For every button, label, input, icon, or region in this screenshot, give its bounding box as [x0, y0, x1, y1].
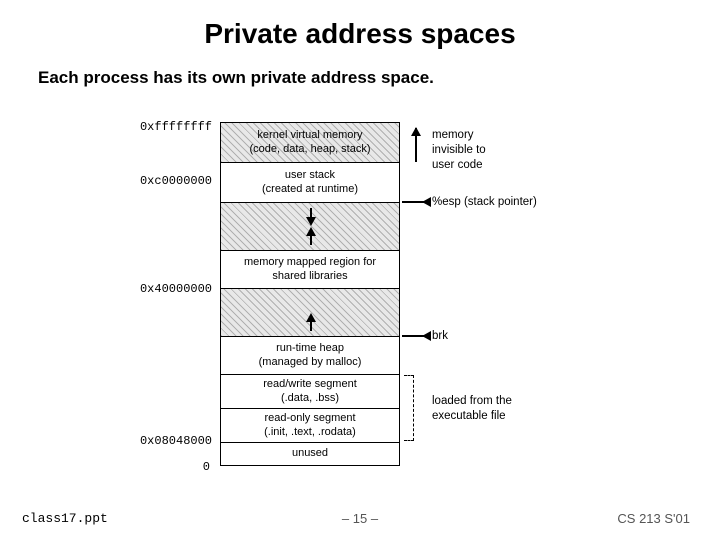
- seg-stack-l1: user stack: [285, 169, 335, 183]
- footer-page-number: – 15 –: [0, 511, 720, 526]
- note-mem-invisible-l3: user code: [432, 159, 483, 171]
- note-mem-invisible-l1: memory: [432, 129, 474, 141]
- note-loaded-l1: loaded from the: [432, 395, 512, 407]
- note-loaded-l2: executable file: [432, 410, 506, 422]
- arrow-stack-grows-down-icon: [306, 217, 316, 226]
- seg-rw-l1: read/write segment: [263, 378, 357, 392]
- seg-read-only: read-only segment (.init, .text, .rodata…: [220, 408, 400, 442]
- note-mem-invisible: memory invisible to user code: [432, 128, 486, 173]
- seg-ro-l2: (.init, .text, .rodata): [264, 426, 356, 440]
- seg-kernel: kernel virtual memory (code, data, heap,…: [220, 122, 400, 162]
- addr-zero: 0: [180, 460, 210, 474]
- arrow-mem-invisible-icon: [415, 128, 417, 162]
- seg-rw-l2: (.data, .bss): [281, 392, 339, 406]
- segment-column: kernel virtual memory (code, data, heap,…: [220, 122, 400, 466]
- seg-user-stack: user stack (created at runtime): [220, 162, 400, 202]
- seg-heap-l1: run-time heap: [276, 342, 344, 356]
- subtitle: Each process has its own private address…: [0, 50, 720, 98]
- seg-unused-l1: unused: [292, 447, 328, 461]
- addr-kernel-base: 0xc0000000: [112, 174, 212, 188]
- seg-libs-l2: shared libraries: [272, 270, 347, 284]
- arrow-heap-grows-up-icon: [306, 313, 316, 322]
- seg-shared-libs: memory mapped region for shared librarie…: [220, 250, 400, 288]
- seg-stack-l2: (created at runtime): [262, 183, 358, 197]
- note-brk: brk: [432, 329, 448, 344]
- footer-course: CS 213 S'01: [617, 511, 690, 526]
- addr-libs-base: 0x40000000: [112, 282, 212, 296]
- page-title: Private address spaces: [0, 0, 720, 50]
- seg-gap1: [220, 202, 400, 250]
- addr-text-base: 0x08048000: [112, 434, 212, 448]
- seg-gap2: [220, 288, 400, 336]
- addr-top: 0xffffffff: [112, 120, 212, 134]
- arrow-libs-grows-up-icon: [306, 227, 316, 236]
- brace-loaded-icon: [404, 375, 414, 441]
- arrow-esp-icon: [402, 201, 430, 203]
- note-mem-invisible-l2: invisible to: [432, 144, 486, 156]
- arrow-brk-icon: [402, 335, 430, 337]
- seg-read-write: read/write segment (.data, .bss): [220, 374, 400, 408]
- seg-ro-l1: read-only segment: [264, 412, 355, 426]
- seg-kernel-l1: kernel virtual memory: [257, 129, 362, 143]
- seg-kernel-l2: (code, data, heap, stack): [249, 143, 370, 157]
- seg-unused: unused: [220, 442, 400, 466]
- seg-heap: run-time heap (managed by malloc): [220, 336, 400, 374]
- note-loaded: loaded from the executable file: [432, 394, 512, 424]
- seg-heap-l2: (managed by malloc): [259, 356, 362, 370]
- seg-libs-l1: memory mapped region for: [244, 256, 376, 270]
- note-esp: %esp (stack pointer): [432, 195, 537, 210]
